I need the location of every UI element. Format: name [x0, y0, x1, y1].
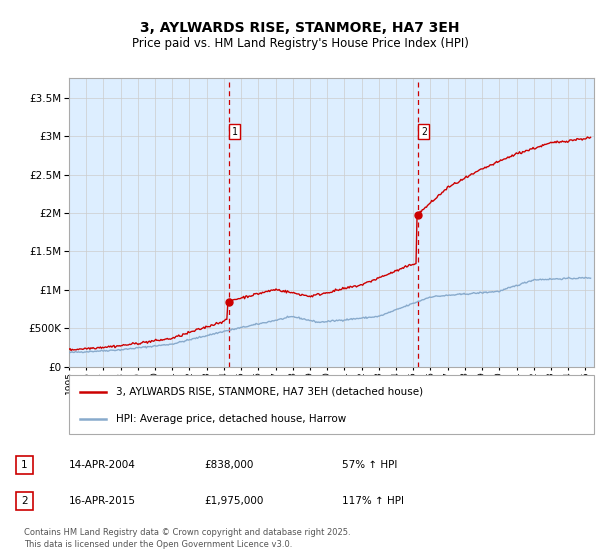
Text: 3, AYLWARDS RISE, STANMORE, HA7 3EH: 3, AYLWARDS RISE, STANMORE, HA7 3EH [140, 21, 460, 35]
Text: 117% ↑ HPI: 117% ↑ HPI [342, 496, 404, 506]
Text: 14-APR-2004: 14-APR-2004 [69, 460, 136, 470]
Text: 2: 2 [421, 127, 427, 137]
Text: 3, AYLWARDS RISE, STANMORE, HA7 3EH (detached house): 3, AYLWARDS RISE, STANMORE, HA7 3EH (det… [116, 386, 424, 396]
Text: Price paid vs. HM Land Registry's House Price Index (HPI): Price paid vs. HM Land Registry's House … [131, 37, 469, 50]
Text: 2: 2 [21, 496, 28, 506]
Text: 1: 1 [232, 127, 238, 137]
Text: 57% ↑ HPI: 57% ↑ HPI [342, 460, 397, 470]
FancyBboxPatch shape [69, 375, 594, 434]
Text: £838,000: £838,000 [204, 460, 253, 470]
Text: 16-APR-2015: 16-APR-2015 [69, 496, 136, 506]
Text: £1,975,000: £1,975,000 [204, 496, 263, 506]
Text: 1: 1 [21, 460, 28, 470]
Text: HPI: Average price, detached house, Harrow: HPI: Average price, detached house, Harr… [116, 414, 347, 424]
Text: Contains HM Land Registry data © Crown copyright and database right 2025.
This d: Contains HM Land Registry data © Crown c… [24, 528, 350, 549]
